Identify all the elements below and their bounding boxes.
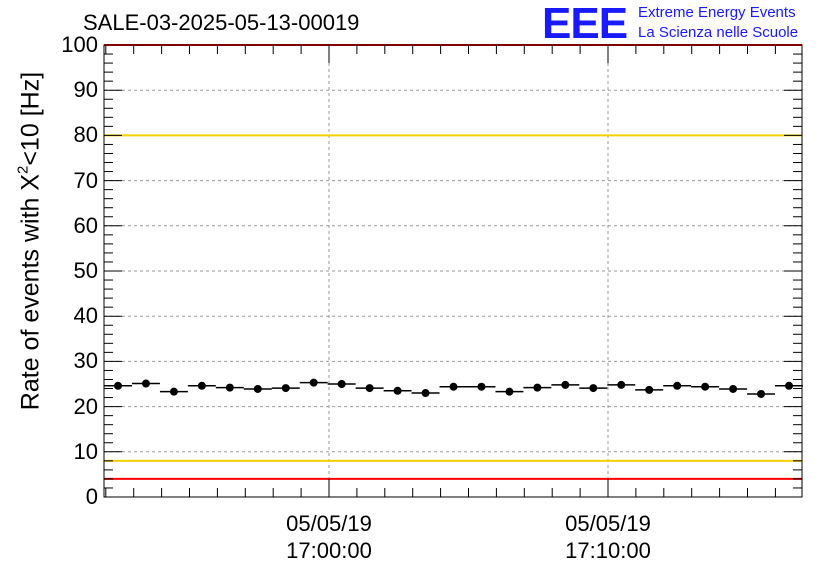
logo-text: Extreme Energy Events La Scienza nelle S… [638, 3, 798, 43]
y-tick-label: 100 [61, 32, 98, 57]
data-point [579, 384, 608, 393]
data-point [635, 385, 664, 394]
data-point [104, 381, 132, 390]
x-tick-time: 17:10:00 [565, 538, 651, 563]
data-series [104, 378, 803, 398]
x-tick-label: 05/05/19 17:10:00 [538, 510, 678, 564]
data-point-marker [141, 379, 150, 388]
data-point [663, 381, 692, 390]
plot-frame [103, 44, 803, 498]
data-point-marker [197, 381, 206, 390]
x-tick-date: 05/05/19 [286, 511, 372, 536]
data-point-marker [449, 382, 458, 391]
data-point [775, 381, 803, 390]
data-point-marker [477, 382, 486, 391]
data-point-marker [589, 384, 598, 393]
data-point-marker [701, 382, 710, 391]
eee-logo: EEE [542, 0, 628, 48]
data-point [355, 384, 384, 393]
data-point-marker [225, 383, 234, 392]
chart-title: SALE-03-2025-05-13-00019 [83, 10, 360, 35]
logo-line-2: La Scienza nelle Scuole [638, 24, 799, 41]
threshold-lines [104, 44, 802, 480]
data-point-marker [337, 380, 346, 388]
x-tick-time: 17:00:00 [286, 538, 372, 563]
data-point-marker [169, 387, 178, 396]
y-tick-label: 60 [73, 212, 98, 238]
data-point [159, 387, 188, 396]
data-point-marker [785, 381, 793, 390]
data-point [131, 379, 160, 388]
data-point [187, 381, 216, 390]
data-point [467, 382, 496, 391]
data-point [551, 380, 580, 389]
data-point [607, 380, 636, 389]
data-point [439, 382, 468, 391]
data-point-marker [505, 387, 514, 396]
grid-lines [104, 45, 802, 497]
x-tick-label: 05/05/19 17:00:00 [259, 510, 399, 564]
data-point-marker [645, 385, 654, 394]
data-point-marker [757, 389, 766, 398]
y-tick-label: 0 [85, 484, 98, 509]
data-point [523, 383, 552, 392]
data-point-marker [253, 384, 262, 393]
data-point [691, 382, 720, 391]
y-tick-label: 90 [73, 77, 98, 103]
data-point [215, 383, 244, 392]
y-tick-label: 50 [73, 258, 98, 283]
y-tick-label: 80 [73, 122, 98, 148]
y-tick-label: 20 [73, 393, 98, 419]
y-tick-label: 70 [73, 167, 98, 193]
data-point-marker [561, 380, 570, 389]
data-point [383, 386, 412, 395]
data-point-marker [393, 386, 402, 395]
x-tick-date: 05/05/19 [565, 511, 651, 536]
axis-ticks [104, 44, 802, 498]
logo-line-1: Extreme Energy Events [638, 4, 796, 21]
data-point-marker [673, 381, 682, 390]
y-axis-label-prefix: Rate of events with X [16, 173, 45, 411]
y-tick-label: 30 [73, 348, 98, 374]
data-point-marker [309, 378, 318, 387]
data-point [271, 384, 300, 393]
data-point-marker [114, 381, 122, 390]
data-point-marker [421, 389, 430, 398]
data-point [327, 380, 356, 388]
data-point [299, 378, 328, 387]
data-point-marker [281, 384, 290, 393]
data-point-marker [729, 384, 738, 393]
data-point [495, 387, 524, 396]
data-point [411, 389, 440, 398]
data-point-marker [617, 380, 626, 389]
data-point [719, 384, 748, 393]
data-point-marker [533, 383, 542, 392]
data-point [747, 389, 776, 398]
data-point [243, 384, 272, 393]
data-point-marker [365, 384, 374, 393]
y-tick-label: 40 [73, 303, 98, 329]
y-tick-label: 10 [73, 438, 98, 464]
